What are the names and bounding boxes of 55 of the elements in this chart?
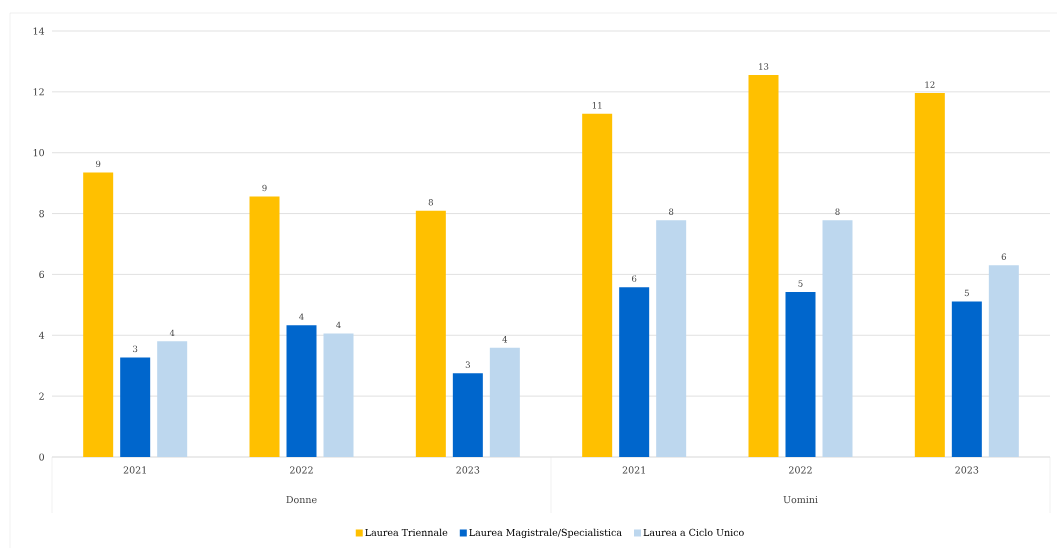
data-label: 8	[428, 199, 433, 206]
data-label: 9	[96, 160, 101, 168]
x-tick-label: 2023	[955, 466, 979, 474]
bar	[249, 196, 280, 457]
data-label: 12	[925, 81, 935, 88]
bar	[988, 265, 1019, 457]
data-label: 4	[169, 329, 175, 336]
x-tick-label: 2022	[789, 466, 812, 474]
bar	[619, 287, 650, 457]
bar	[83, 172, 114, 457]
data-label: 9	[262, 184, 267, 192]
bar	[656, 220, 687, 457]
y-tick-label: 6	[39, 270, 45, 279]
bar	[120, 357, 151, 457]
data-label: 6	[632, 275, 637, 282]
x-tick-label: 2021	[123, 466, 146, 474]
data-label: 6	[1001, 253, 1007, 260]
y-tick-label: 14	[33, 27, 45, 35]
x-tick-label: 2023	[456, 466, 480, 474]
bar	[785, 292, 816, 457]
bar	[452, 373, 483, 457]
bar	[951, 301, 982, 457]
bar	[748, 75, 779, 457]
bar	[914, 93, 945, 457]
x-tick-label: 2022	[290, 466, 313, 474]
data-label: 5	[798, 280, 803, 287]
legend-label: Laurea Triennale	[365, 528, 448, 537]
x-tick-label: 2021	[622, 466, 645, 474]
data-label: 4	[336, 321, 341, 329]
data-label: 4	[299, 313, 304, 320]
bar	[286, 325, 317, 457]
bar	[323, 333, 354, 457]
data-label: 8	[835, 208, 840, 215]
y-tick-label: 12	[33, 88, 44, 96]
bar	[489, 347, 520, 457]
data-label: 11	[592, 102, 602, 109]
y-tick-label: 4	[38, 331, 45, 339]
bar	[415, 210, 446, 457]
text: Donne	[286, 496, 317, 504]
data-label: 13	[759, 63, 769, 70]
data-label: 3	[133, 345, 138, 353]
y-tick-label: 2	[39, 392, 44, 400]
data-label: 8	[669, 208, 674, 215]
legend-label: Laurea a Ciclo Unico	[643, 528, 744, 537]
y-tick-label: 0	[39, 453, 45, 461]
y-tick-label: 8	[39, 209, 45, 218]
bar	[822, 220, 853, 457]
y-tick-label: 10	[33, 149, 45, 157]
bar	[582, 113, 613, 457]
data-label: 5	[964, 289, 969, 297]
data-label: 4	[502, 336, 508, 343]
data-label: 3	[465, 361, 470, 368]
legend-label: Laurea Magistrale/Specialistica	[469, 528, 622, 538]
bar	[157, 341, 188, 457]
text: Uomini	[783, 495, 818, 504]
